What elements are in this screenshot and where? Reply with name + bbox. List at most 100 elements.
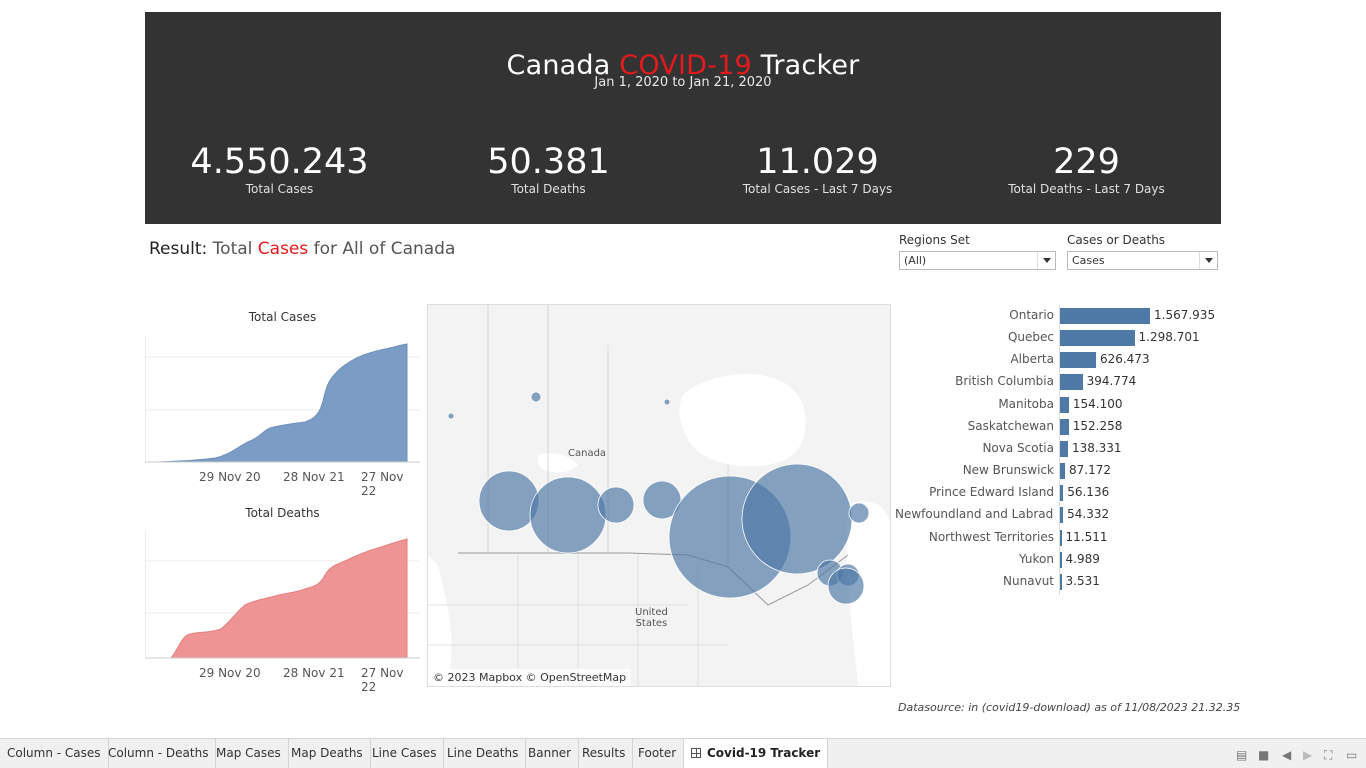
pacific-ocean (428, 555, 452, 686)
kpi-value: 4.550.243 (190, 142, 369, 182)
bar-row[interactable]: Alberta 626.473 (895, 349, 1225, 371)
bar-value-label: 54.332 (1067, 507, 1110, 522)
bar[interactable] (1060, 529, 1062, 546)
state-borders (428, 555, 728, 686)
tab-label: Map Deaths (291, 746, 363, 760)
bar[interactable] (1060, 308, 1150, 324)
province-bar-chart[interactable]: Ontario 1.567.935 Quebec 1.298.701 Alberta 62… (895, 305, 1225, 595)
bar[interactable] (1060, 573, 1062, 590)
cases-or-deaths-dropdown[interactable]: Cases (1067, 251, 1218, 270)
map-attribution[interactable]: © 2023 Mapbox © OpenStreetMap (428, 669, 632, 686)
tab-map-cases[interactable]: Map Cases (209, 739, 289, 768)
show-tabs-icon[interactable]: ■ (1258, 748, 1270, 762)
total-deaths-area-chart[interactable]: Total Deaths 29 Nov 20 28 Nov 21 27 Nov … (145, 501, 420, 694)
bar-row[interactable]: Ontario 1.567.935 (895, 305, 1225, 327)
kpi-total-cases: 4.550.243 Total Cases (145, 142, 414, 196)
tab-line-deaths[interactable]: Line Deaths (440, 739, 527, 768)
deaths-area-svg (145, 531, 420, 659)
chart-title: Total Deaths (245, 506, 320, 520)
filter-regions-set: Regions Set (All) (899, 233, 1056, 270)
bar-value-label: 3.531 (1065, 573, 1100, 588)
bubble-nova-scotia[interactable] (827, 567, 865, 605)
presentation-mode-icon[interactable]: ▭ (1346, 748, 1358, 762)
result-measure: Cases (257, 239, 309, 259)
bubble-british-columbia[interactable] (478, 470, 540, 532)
tab-column-deaths[interactable]: Column - Deaths (101, 739, 217, 768)
map-label-line: United (635, 607, 668, 618)
tab-banner[interactable]: Banner (521, 739, 580, 768)
bar-row[interactable]: Manitoba 154.100 (895, 394, 1225, 416)
title-part: Tracker (751, 50, 860, 81)
bubble-quebec[interactable] (741, 463, 853, 575)
bar-row[interactable]: New Brunswick 87.172 (895, 460, 1225, 482)
map-label-united-states: United States (635, 607, 668, 629)
bar[interactable] (1060, 352, 1096, 369)
tab-covid-19-tracker[interactable]: Covid-19 Tracker (684, 739, 829, 768)
bar-category-label: Ontario (1009, 308, 1054, 322)
previous-sheet-icon[interactable]: ◀ (1282, 748, 1292, 762)
bar[interactable] (1060, 463, 1065, 480)
tab-label: Column - Deaths (108, 746, 209, 760)
bar[interactable] (1060, 330, 1135, 347)
bar[interactable] (1060, 551, 1062, 568)
bar-row[interactable]: Yukon 4.989 (895, 549, 1225, 571)
bar-row[interactable]: British Columbia 394.774 (895, 371, 1225, 393)
bar[interactable] (1060, 374, 1083, 391)
bar-row[interactable]: Nova Scotia 138.331 (895, 438, 1225, 460)
tab-map-deaths[interactable]: Map Deaths (284, 739, 371, 768)
total-cases-area-chart[interactable]: Total Cases 29 Nov 20 28 Nov 21 27 Nov 2… (145, 305, 420, 498)
tab-column-cases[interactable]: Column - Cases (0, 739, 109, 768)
filter-cases-or-deaths: Cases or Deaths Cases (1067, 233, 1218, 270)
bar-category-label: Nova Scotia (982, 440, 1054, 455)
tab-footer[interactable]: Footer (631, 739, 685, 768)
dashboard-icon (691, 748, 701, 758)
bubble-nunavut[interactable] (663, 398, 671, 406)
tab-results[interactable]: Results (575, 739, 634, 768)
kpi-label: Total Deaths (511, 182, 586, 196)
bar-row[interactable]: Northwest Territories 11.511 (895, 527, 1225, 549)
tab-line-cases[interactable]: Line Cases (365, 739, 445, 768)
tab-label: Line Deaths (447, 746, 519, 760)
bar[interactable] (1060, 485, 1064, 502)
cases-area-svg (145, 335, 420, 463)
bubble-manitoba[interactable] (642, 480, 682, 520)
tick-label: 29 Nov 20 (199, 666, 261, 680)
bubble-northwest-territories[interactable] (530, 391, 542, 403)
bubble-newfoundland[interactable] (848, 502, 870, 524)
bubble-alberta[interactable] (529, 476, 607, 554)
result-prefix: Result: (149, 239, 208, 259)
title-part: Canada (506, 50, 620, 81)
bar-value-label: 4.989 (1065, 551, 1100, 566)
banner: Canada COVID-19 Tracker Jan 1, 2020 to J… (145, 12, 1221, 224)
bar[interactable] (1060, 440, 1068, 457)
bar-row[interactable]: Prince Edward Island 56.136 (895, 482, 1225, 504)
bar[interactable] (1060, 418, 1069, 435)
bar-row[interactable]: Nunavut 3.531 (895, 571, 1225, 593)
bubble-saskatchewan[interactable] (597, 486, 635, 524)
province-borders (487, 305, 729, 567)
bar-value-label: 87.172 (1069, 463, 1111, 478)
result-text: for All of Canada (308, 239, 456, 259)
bar-row[interactable]: Quebec 1.298.701 (895, 327, 1225, 349)
canada-bubble-map[interactable]: Canada United States © 2023 Mapbox © Ope… (427, 304, 891, 687)
tick-label: 28 Nov 21 (283, 470, 345, 484)
page-title: Canada COVID-19 Tracker (145, 50, 1221, 81)
regions-set-dropdown[interactable]: (All) (899, 251, 1056, 270)
filter-label: Cases or Deaths (1067, 233, 1166, 247)
next-sheet-icon[interactable]: ▶ (1303, 748, 1313, 762)
bar[interactable] (1060, 396, 1069, 413)
kpi-deaths-last-7-days: 229 Total Deaths - Last 7 Days (952, 142, 1221, 196)
result-text: Total (212, 239, 258, 259)
bar-row[interactable]: Newfoundland and Labrad.. 54.332 (895, 504, 1225, 526)
chevron-down-icon[interactable] (1037, 252, 1055, 269)
tab-label: Covid-19 Tracker (707, 746, 821, 760)
bar-row[interactable]: Saskatchewan 152.258 (895, 416, 1225, 438)
chevron-down-icon[interactable] (1199, 252, 1217, 269)
show-filmstrip-icon[interactable]: ▤ (1236, 748, 1248, 762)
bar[interactable] (1060, 507, 1064, 524)
bar-category-label: Prince Edward Island (929, 485, 1054, 500)
bubble-yukon[interactable] (447, 412, 455, 420)
bar-category-label: Nunavut (1003, 573, 1054, 588)
fullscreen-icon[interactable]: ⛶ (1324, 748, 1333, 762)
